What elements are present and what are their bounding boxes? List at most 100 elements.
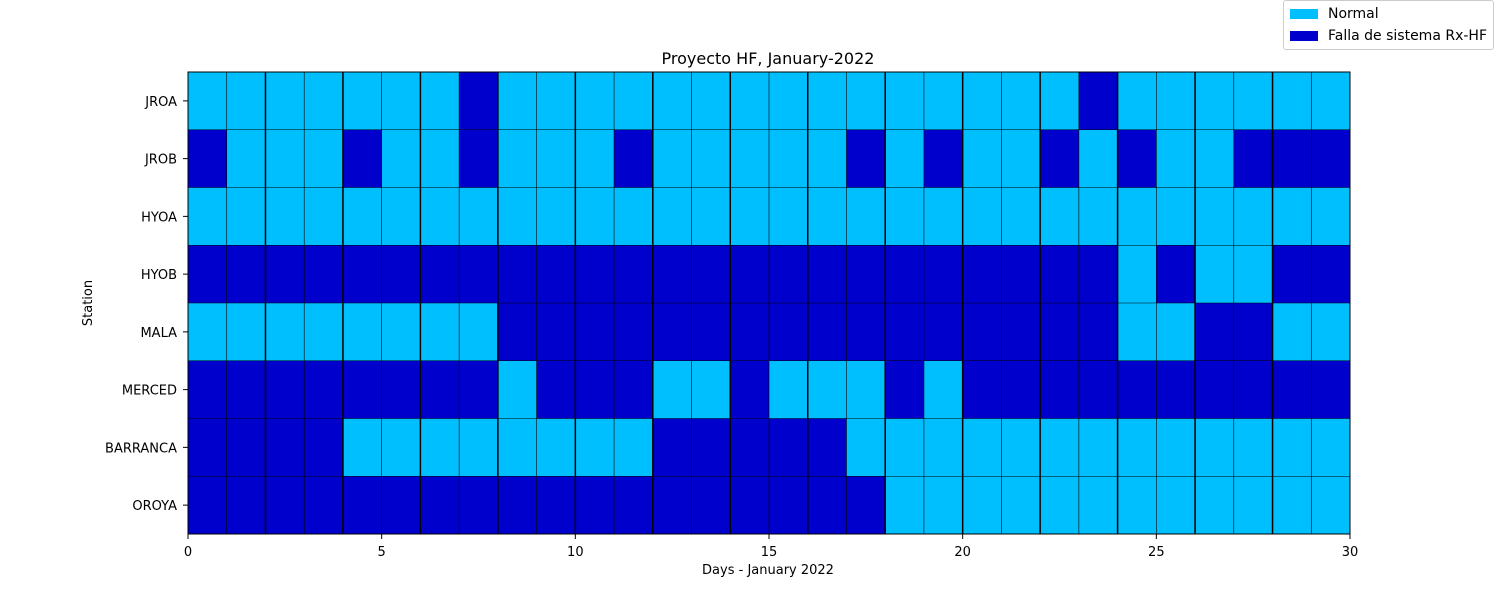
cell-hyoa-day-22 [1001,187,1041,246]
cell-hyob-day-11 [575,245,615,303]
cell-mala-day-14 [691,303,731,361]
cell-barranca-day-3 [265,418,305,477]
cell-barranca-day-2 [226,418,266,477]
cell-hyoa-day-10 [536,187,576,246]
cell-barranca-day-26 [1156,418,1196,477]
cell-jrob-day-27 [1195,129,1234,188]
cell-merced-day-20 [923,360,963,419]
cell-oroya-day-25 [1117,476,1157,534]
cell-mala-day-24 [1078,303,1118,361]
x-tick-label-5: 5 [378,545,386,560]
cell-merced-day-17 [807,360,847,419]
cell-oroya-day-13 [652,476,692,534]
cell-jroa-day-15 [730,72,769,130]
cell-merced-day-14 [691,360,731,419]
cell-oroya-day-6 [381,476,421,534]
cell-oroya-day-5 [342,476,382,534]
cell-jroa-day-30 [1311,72,1350,130]
cell-merced-day-13 [652,360,692,419]
cell-barranca-day-6 [381,418,421,477]
cell-hyoa-day-16 [769,187,808,246]
cell-barranca-day-20 [923,418,963,477]
cell-jrob-day-7 [420,129,460,188]
cell-jrob-day-22 [1001,129,1041,188]
cell-hyob-day-16 [769,245,808,303]
cell-jrob-day-16 [769,129,808,188]
cell-oroya-day-14 [691,476,731,534]
cell-merced-day-30 [1311,360,1350,419]
cell-merced-day-19 [885,360,924,419]
cell-jroa-day-6 [381,72,421,130]
cell-barranca-day-15 [730,418,769,477]
chart-title: Proyecto HF, January-2022 [662,49,875,68]
cell-jrob-day-18 [846,129,886,188]
cell-merced-day-3 [265,360,305,419]
x-axis: 0 5 10 15 20 25 30 [184,534,1358,560]
cell-hyoa-day-20 [923,187,963,246]
y-axis: JROA JROB HYOA HYOB MALA MERCED BARRANCA OROYA [105,95,188,514]
cell-hyob-day-7 [420,245,460,303]
cell-hyob-day-3 [265,245,305,303]
cell-oroya-day-21 [962,476,1002,534]
cell-merced-day-7 [420,360,460,419]
cell-merced-day-25 [1117,360,1157,419]
cell-oroya-day-29 [1272,476,1312,534]
cell-mala-day-30 [1311,303,1350,361]
cell-hyoa-day-7 [420,187,460,246]
y-tick-label-oroya: OROYA [132,499,177,514]
cell-mala-day-18 [846,303,886,361]
cell-oroya-day-30 [1311,476,1350,534]
cell-hyoa-day-9 [497,187,537,246]
cell-hyob-day-1 [188,245,227,303]
cell-merced-day-12 [614,360,653,419]
cell-merced-day-24 [1078,360,1118,419]
cell-jrob-day-10 [536,129,576,188]
cell-hyob-day-14 [691,245,731,303]
cell-jrob-day-23 [1040,129,1079,188]
cell-merced-day-23 [1040,360,1079,419]
cell-hyob-day-4 [304,245,343,303]
cell-hyob-day-25 [1117,245,1157,303]
cell-oroya-day-2 [226,476,266,534]
cell-oroya-day-8 [459,476,498,534]
cell-hyoa-day-18 [846,187,886,246]
cell-jrob-day-13 [652,129,692,188]
cell-jroa-day-23 [1040,72,1079,130]
cell-mala-day-16 [769,303,808,361]
cell-hyoa-day-12 [614,187,653,246]
cell-jroa-day-4 [304,72,343,130]
cell-hyoa-day-30 [1311,187,1350,246]
cell-hyoa-day-11 [575,187,615,246]
cell-mala-day-27 [1195,303,1234,361]
cell-hyoa-day-27 [1195,187,1234,246]
cell-jrob-day-19 [885,129,924,188]
cell-barranca-day-14 [691,418,731,477]
cell-jroa-day-18 [846,72,886,130]
cell-jrob-day-6 [381,129,421,188]
cell-mala-day-6 [381,303,421,361]
cell-hyoa-day-14 [691,187,731,246]
cell-oroya-day-12 [614,476,653,534]
cell-oroya-day-16 [769,476,808,534]
cell-mala-day-29 [1272,303,1312,361]
legend-label-falla: Falla de sistema Rx-HF [1328,28,1487,44]
cell-jrob-day-5 [342,129,382,188]
cell-hyoa-day-2 [226,187,266,246]
cell-oroya-day-3 [265,476,305,534]
cell-oroya-day-26 [1156,476,1196,534]
cell-hyoa-day-5 [342,187,382,246]
cell-mala-day-15 [730,303,769,361]
cell-hyob-day-10 [536,245,576,303]
cell-jrob-day-30 [1311,129,1350,188]
x-tick-label-30: 30 [1342,545,1359,560]
cell-merced-day-27 [1195,360,1234,419]
legend-swatch-falla [1290,31,1318,41]
x-tick-label-20: 20 [954,545,971,560]
cell-jroa-day-28 [1233,72,1273,130]
cell-mala-day-20 [923,303,963,361]
legend-item-falla: Falla de sistema Rx-HF [1290,25,1487,47]
cell-merced-day-22 [1001,360,1041,419]
cell-barranca-day-10 [536,418,576,477]
cell-barranca-day-18 [846,418,886,477]
cell-jroa-day-19 [885,72,924,130]
